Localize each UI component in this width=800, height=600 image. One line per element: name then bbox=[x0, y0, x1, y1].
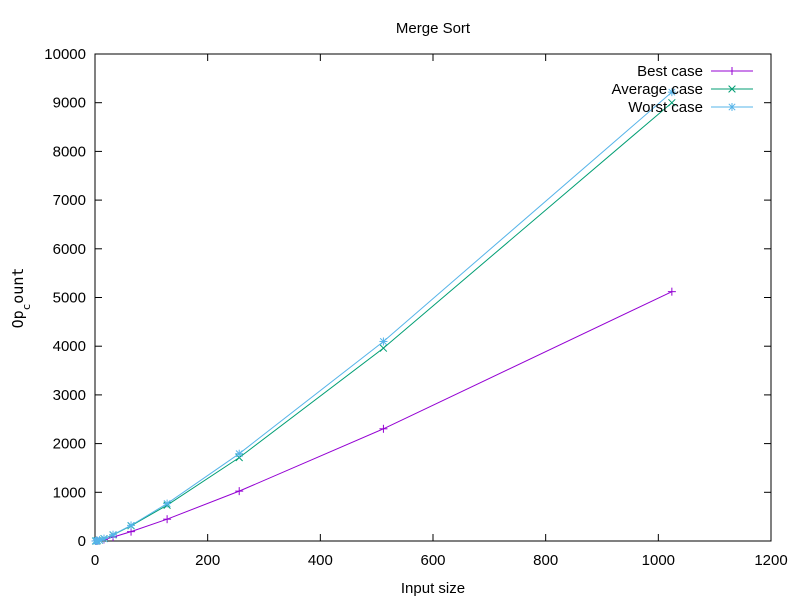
legend-marker-3 bbox=[728, 103, 736, 111]
y-tick-label: 8000 bbox=[53, 143, 86, 160]
y-tick-label: 3000 bbox=[53, 387, 86, 404]
series-3-point bbox=[163, 499, 172, 508]
series-3-point bbox=[379, 337, 388, 346]
y-tick-label: 6000 bbox=[53, 241, 86, 258]
y-axis-label-tail: ount bbox=[9, 268, 27, 304]
y-tick-label: 10000 bbox=[44, 46, 86, 63]
y-tick-label: 4000 bbox=[53, 338, 86, 355]
y-tick-label: 7000 bbox=[53, 192, 86, 209]
x-tick-label: 0 bbox=[91, 552, 99, 569]
x-tick-label: 400 bbox=[308, 552, 333, 569]
series-1-point bbox=[163, 515, 172, 524]
y-axis-label-sub: c bbox=[20, 304, 33, 311]
series-1-point bbox=[379, 424, 388, 433]
x-tick-label: 200 bbox=[195, 552, 220, 569]
series-2-point bbox=[668, 98, 676, 107]
y-tick-label: 2000 bbox=[53, 436, 86, 453]
series-1-point bbox=[667, 287, 676, 296]
legend-marker-2 bbox=[728, 85, 736, 93]
series-1-point bbox=[235, 487, 244, 496]
chart-title: Merge Sort bbox=[396, 20, 471, 37]
series-2-point bbox=[379, 344, 388, 352]
series-3-point bbox=[127, 521, 136, 530]
x-tick-label: 800 bbox=[533, 552, 558, 569]
legend-marker-1 bbox=[728, 67, 736, 75]
series-3-point bbox=[100, 534, 109, 543]
plot-area: 0 200 400 600 800 1000 1200 0 1000 2000 3000 4000 50… bbox=[44, 46, 787, 569]
series-3-point bbox=[109, 530, 118, 539]
legend-label-2: Average case bbox=[612, 81, 703, 98]
series-3-point bbox=[235, 449, 244, 458]
y-tick-label: 1000 bbox=[53, 484, 86, 501]
y-tick-label: 0 bbox=[78, 533, 86, 550]
y-tick-label: 5000 bbox=[53, 290, 86, 307]
series-3-point bbox=[667, 88, 676, 97]
legend-label-1: Best case bbox=[637, 63, 703, 80]
y-tick-label: 9000 bbox=[53, 95, 86, 112]
x-tick-label: 1000 bbox=[642, 552, 675, 569]
x-axis-label: Input size bbox=[401, 580, 465, 597]
y-axis-label-main: Op bbox=[9, 310, 27, 328]
x-tick-label: 600 bbox=[420, 552, 445, 569]
legend-label-3: Worst case bbox=[628, 99, 703, 116]
y-axis-label: Opcount bbox=[9, 268, 33, 329]
x-tick-label: 1200 bbox=[754, 552, 787, 569]
